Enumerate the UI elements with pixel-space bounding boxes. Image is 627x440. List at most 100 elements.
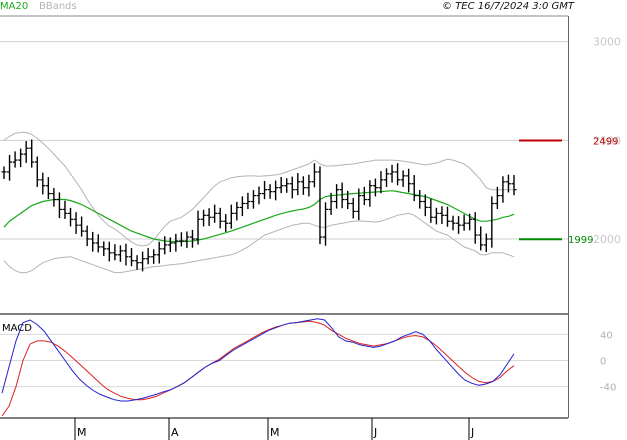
price-bar <box>73 212 79 234</box>
macd-title: MACD <box>2 323 32 334</box>
price-bar <box>456 216 462 234</box>
macd-signal-line <box>1 320 515 417</box>
price-bar <box>289 176 295 199</box>
price-bar <box>18 148 24 168</box>
price-bar <box>129 248 134 267</box>
x-axis-ticks: M A M J J <box>74 418 474 440</box>
price-bar <box>62 200 68 219</box>
price-bar <box>262 180 268 200</box>
price-bar <box>45 177 51 200</box>
price-bar <box>112 244 118 261</box>
price-bar <box>184 231 190 249</box>
price-bar <box>7 154 13 181</box>
price-bar <box>511 175 517 196</box>
x-tick-label: M <box>77 426 87 439</box>
x-tick-label: J <box>373 426 377 439</box>
price-bar <box>439 206 445 225</box>
x-tick-label: M <box>270 426 280 439</box>
price-bar <box>300 176 306 195</box>
source-label: © TEC 16/7/2024 3:0 GMT <box>442 1 575 12</box>
price-bar <box>51 188 57 207</box>
price-bar <box>228 204 234 229</box>
price-ytick: 3000 <box>593 36 621 49</box>
macd-ytick: 40 <box>600 330 613 341</box>
price-bar <box>162 236 168 255</box>
price-bar <box>389 164 395 183</box>
price-bar <box>273 180 279 201</box>
price-bar <box>489 196 495 248</box>
price-bar <box>417 190 423 209</box>
macd-line <box>1 318 515 402</box>
macd-ytick: 0 <box>600 356 606 367</box>
price-bar <box>311 163 317 188</box>
price-bar <box>317 166 323 245</box>
price-bar <box>356 188 362 221</box>
price-bar <box>29 139 35 168</box>
price-bar <box>406 168 412 193</box>
price-bar <box>361 186 367 206</box>
price-bar <box>267 184 273 199</box>
price-bar <box>95 234 101 253</box>
price-bar <box>433 207 439 225</box>
price-bar <box>372 178 378 197</box>
price-bar <box>56 192 62 219</box>
price-y-ticks: 3000 2500 2000 <box>593 36 621 246</box>
price-bar <box>250 190 256 209</box>
macd-ytick: -40 <box>600 383 616 394</box>
price-bar <box>84 225 90 247</box>
price-bar <box>90 231 96 252</box>
price-bar <box>134 255 140 270</box>
price-bar <box>461 214 467 231</box>
legend-ma20: MA20 <box>0 1 28 12</box>
price-bar <box>367 180 373 207</box>
price-bar <box>101 241 107 256</box>
price-bar <box>189 229 195 248</box>
price-bar <box>444 206 450 227</box>
price-bar <box>500 176 506 203</box>
price-bar <box>350 197 356 219</box>
price-bar <box>206 208 212 226</box>
price-bar <box>123 243 129 266</box>
price-bar <box>411 175 417 202</box>
price-bar <box>106 241 112 262</box>
price-bar <box>384 168 389 187</box>
price-bar <box>400 170 406 187</box>
price-bar <box>323 202 329 246</box>
price-bar <box>217 207 223 229</box>
macd-y-ticks: 40 0 -40 <box>600 330 616 393</box>
price-bar <box>195 210 201 245</box>
price-bar <box>483 233 489 253</box>
price-gridlines <box>0 41 568 240</box>
support-label: 1999 <box>568 235 593 246</box>
price-bar <box>467 213 473 231</box>
price-bar <box>278 177 284 194</box>
price-bar <box>239 196 245 217</box>
resistance-label: 2499 <box>593 137 618 148</box>
price-bar <box>173 233 179 252</box>
price-bar <box>167 237 173 253</box>
price-bar <box>339 182 345 209</box>
price-bar <box>145 248 151 265</box>
x-tick-label: A <box>171 426 179 439</box>
price-bar <box>295 173 301 196</box>
price-bar <box>428 198 434 223</box>
price-bar <box>79 216 85 237</box>
price-bar <box>328 192 334 215</box>
price-bar <box>256 186 262 205</box>
price-bar <box>284 178 290 193</box>
price-bar <box>178 232 184 247</box>
price-bar <box>422 194 428 217</box>
price-bar <box>156 241 162 264</box>
price-bar <box>23 141 29 163</box>
legend-bbands: BBands <box>39 1 77 12</box>
price-bar <box>494 186 500 210</box>
price-bar <box>245 192 251 210</box>
price-bar <box>1 166 7 180</box>
price-bar <box>378 171 384 194</box>
price-bar <box>223 214 229 232</box>
price-bar <box>34 156 40 187</box>
price-bar <box>306 174 312 197</box>
price-bar <box>201 209 207 227</box>
x-tick-label: J <box>470 426 474 439</box>
price-bar <box>212 204 218 223</box>
